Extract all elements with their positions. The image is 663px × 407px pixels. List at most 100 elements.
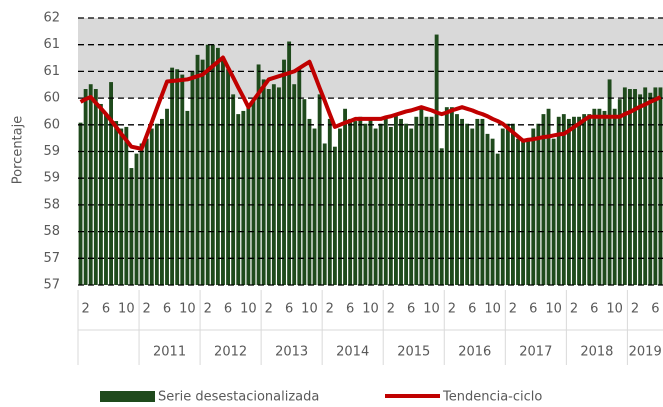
bar [200, 59, 205, 285]
y-tick-label: 62 [43, 11, 60, 26]
bar [246, 107, 251, 285]
bar [231, 94, 236, 285]
bar [394, 114, 398, 286]
legend-label: Tendencia-ciclo [442, 390, 542, 405]
bar [226, 69, 230, 285]
year-label: 2019 [629, 345, 662, 360]
bar [638, 94, 643, 285]
bar [485, 133, 490, 285]
bar [277, 87, 281, 285]
bar [93, 89, 98, 285]
bar [175, 69, 180, 285]
bar [307, 118, 312, 286]
y-tick-label: 59 [43, 171, 60, 186]
bar [287, 41, 292, 285]
bar [353, 121, 358, 285]
bar [160, 118, 164, 286]
legend-label: Serie desestacionalizada [158, 390, 319, 405]
bar [134, 153, 139, 285]
bar [460, 118, 464, 286]
y-tick-label: 57 [43, 251, 60, 266]
bar [465, 123, 470, 286]
bar [338, 128, 342, 285]
bar [348, 118, 353, 286]
x-tick-label: 10 [362, 302, 379, 317]
bar [83, 89, 88, 285]
x-tick-label: 10 [484, 302, 501, 317]
y-tick-label: 58 [43, 224, 60, 239]
bar [358, 116, 363, 285]
bar [455, 114, 459, 286]
x-tick-label: 10 [179, 302, 196, 317]
bar [409, 128, 414, 285]
bar [648, 92, 653, 285]
x-tick-label: 6 [224, 302, 232, 317]
bar [505, 123, 510, 286]
year-label: 2013 [275, 345, 308, 360]
bar [404, 123, 409, 286]
x-tick-label: 10 [545, 302, 562, 317]
bar [658, 87, 663, 285]
trend-line [79, 55, 662, 151]
bar [165, 108, 169, 285]
year-label: 2017 [519, 345, 552, 360]
bar [282, 59, 286, 285]
y-tick-label: 60 [43, 91, 60, 106]
bar [582, 114, 587, 286]
year-label: 2012 [214, 345, 247, 360]
bar [592, 108, 597, 285]
bar [109, 82, 113, 285]
x-tick-label: 6 [468, 302, 476, 317]
bar [221, 59, 225, 285]
x-tick-label: 2 [265, 302, 273, 317]
year-label: 2016 [458, 345, 491, 360]
bar [531, 128, 536, 285]
bar [271, 84, 276, 285]
bar [607, 79, 612, 285]
y-tick-label: 61 [43, 37, 60, 52]
y-tick-label: 59 [43, 144, 60, 159]
bar [205, 44, 210, 286]
x-tick-label: 6 [651, 302, 659, 317]
bar [144, 138, 149, 285]
bar [546, 108, 551, 285]
bar [556, 116, 561, 285]
bar [302, 99, 307, 285]
bar [292, 84, 297, 285]
year-label: 2015 [397, 345, 430, 360]
x-tick-label: 6 [346, 302, 354, 317]
bar [561, 114, 566, 286]
bar [388, 126, 393, 285]
x-tick-label: 2 [81, 302, 89, 317]
bar [139, 143, 144, 285]
bar [414, 116, 419, 285]
x-tick-label: 6 [163, 302, 171, 317]
bar [210, 44, 215, 286]
bar [261, 79, 266, 285]
bar [180, 74, 185, 285]
bar [114, 121, 119, 285]
bar [475, 118, 480, 286]
bar [317, 94, 322, 285]
x-tick-label: 2 [509, 302, 517, 317]
bar [98, 103, 103, 285]
y-axis-label: Porcentaje [11, 116, 26, 184]
bar [129, 168, 134, 285]
bar [541, 114, 546, 286]
bar [266, 89, 271, 285]
bar [500, 128, 505, 285]
bar [78, 122, 83, 285]
bar [312, 128, 317, 285]
bar [185, 110, 190, 285]
bar [327, 118, 332, 286]
bar [495, 153, 500, 285]
bar [195, 54, 200, 285]
bar [399, 118, 403, 286]
bar [343, 108, 347, 285]
y-tick-label: 57 [43, 278, 60, 293]
x-tick-label: 10 [301, 302, 318, 317]
bar [119, 128, 124, 285]
bar [597, 108, 602, 285]
x-tick-label: 2 [204, 302, 212, 317]
